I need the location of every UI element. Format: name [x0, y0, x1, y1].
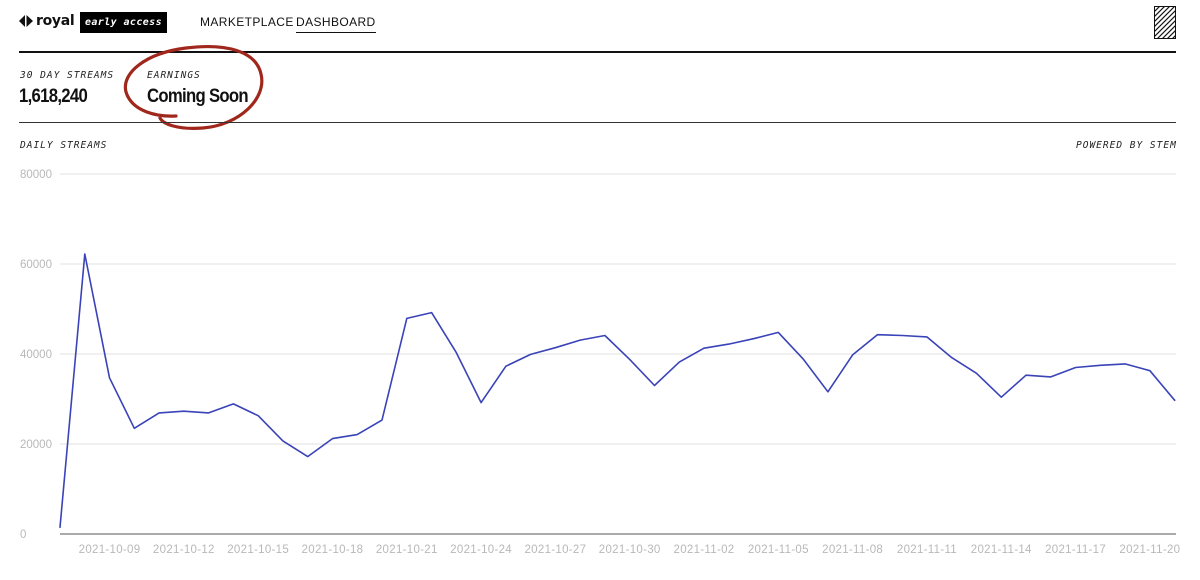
x-tick-label: 2021-10-18	[302, 544, 364, 556]
stats-divider	[19, 122, 1176, 123]
daily-streams-line-chart: 0 20000 40000 60000 80000 2021-10-09 2021-10-1…	[20, 169, 1180, 556]
x-tick-label: 2021-11-14	[971, 544, 1032, 556]
x-tick-label: 2021-11-11	[897, 544, 957, 556]
royal-logo-icon	[19, 15, 33, 27]
x-tick-label: 2021-10-30	[599, 544, 661, 556]
x-tick-label: 2021-10-27	[524, 544, 586, 556]
x-tick-label: 2021-11-05	[748, 544, 809, 556]
x-tick-label: 2021-11-17	[1045, 544, 1106, 556]
menu-hatch-icon[interactable]	[1154, 6, 1176, 39]
early-access-badge: early access	[80, 12, 167, 33]
x-tick-label: 2021-10-12	[153, 544, 215, 556]
streams-stat-label: 30 DAY STREAMS	[20, 70, 115, 81]
x-tick-label: 2021-11-08	[822, 544, 883, 556]
top-navigation-bar: royal early access MARKETPLACE DASHBOARD	[0, 0, 1200, 52]
nav-marketplace[interactable]: MARKETPLACE	[200, 15, 294, 29]
x-tick-label: 2021-11-20	[1119, 544, 1180, 556]
streams-stat-value: 1,618,240	[19, 86, 88, 107]
earnings-stat-value: Coming Soon	[147, 86, 249, 107]
daily-streams-series-line	[59, 253, 1176, 529]
x-tick-label: 2021-10-09	[79, 544, 141, 556]
y-tick-label: 80000	[20, 169, 52, 181]
y-tick-label: 20000	[20, 439, 52, 451]
chart-title: DAILY STREAMS	[20, 140, 108, 151]
earnings-stat-label: EARNINGS	[147, 70, 201, 81]
royal-logo[interactable]: royal	[19, 13, 75, 29]
y-tick-label: 40000	[20, 349, 52, 361]
y-tick-label: 0	[20, 529, 26, 541]
nav-dashboard[interactable]: DASHBOARD	[296, 15, 376, 33]
x-tick-label: 2021-10-15	[227, 544, 289, 556]
powered-by-label: POWERED BY STEM	[1076, 140, 1176, 151]
x-tick-label: 2021-10-21	[376, 544, 438, 556]
logo-text: royal	[36, 13, 75, 29]
header-divider	[19, 51, 1176, 53]
x-tick-label: 2021-11-02	[674, 544, 735, 556]
x-tick-label: 2021-10-24	[450, 544, 512, 556]
y-tick-label: 60000	[20, 259, 52, 271]
